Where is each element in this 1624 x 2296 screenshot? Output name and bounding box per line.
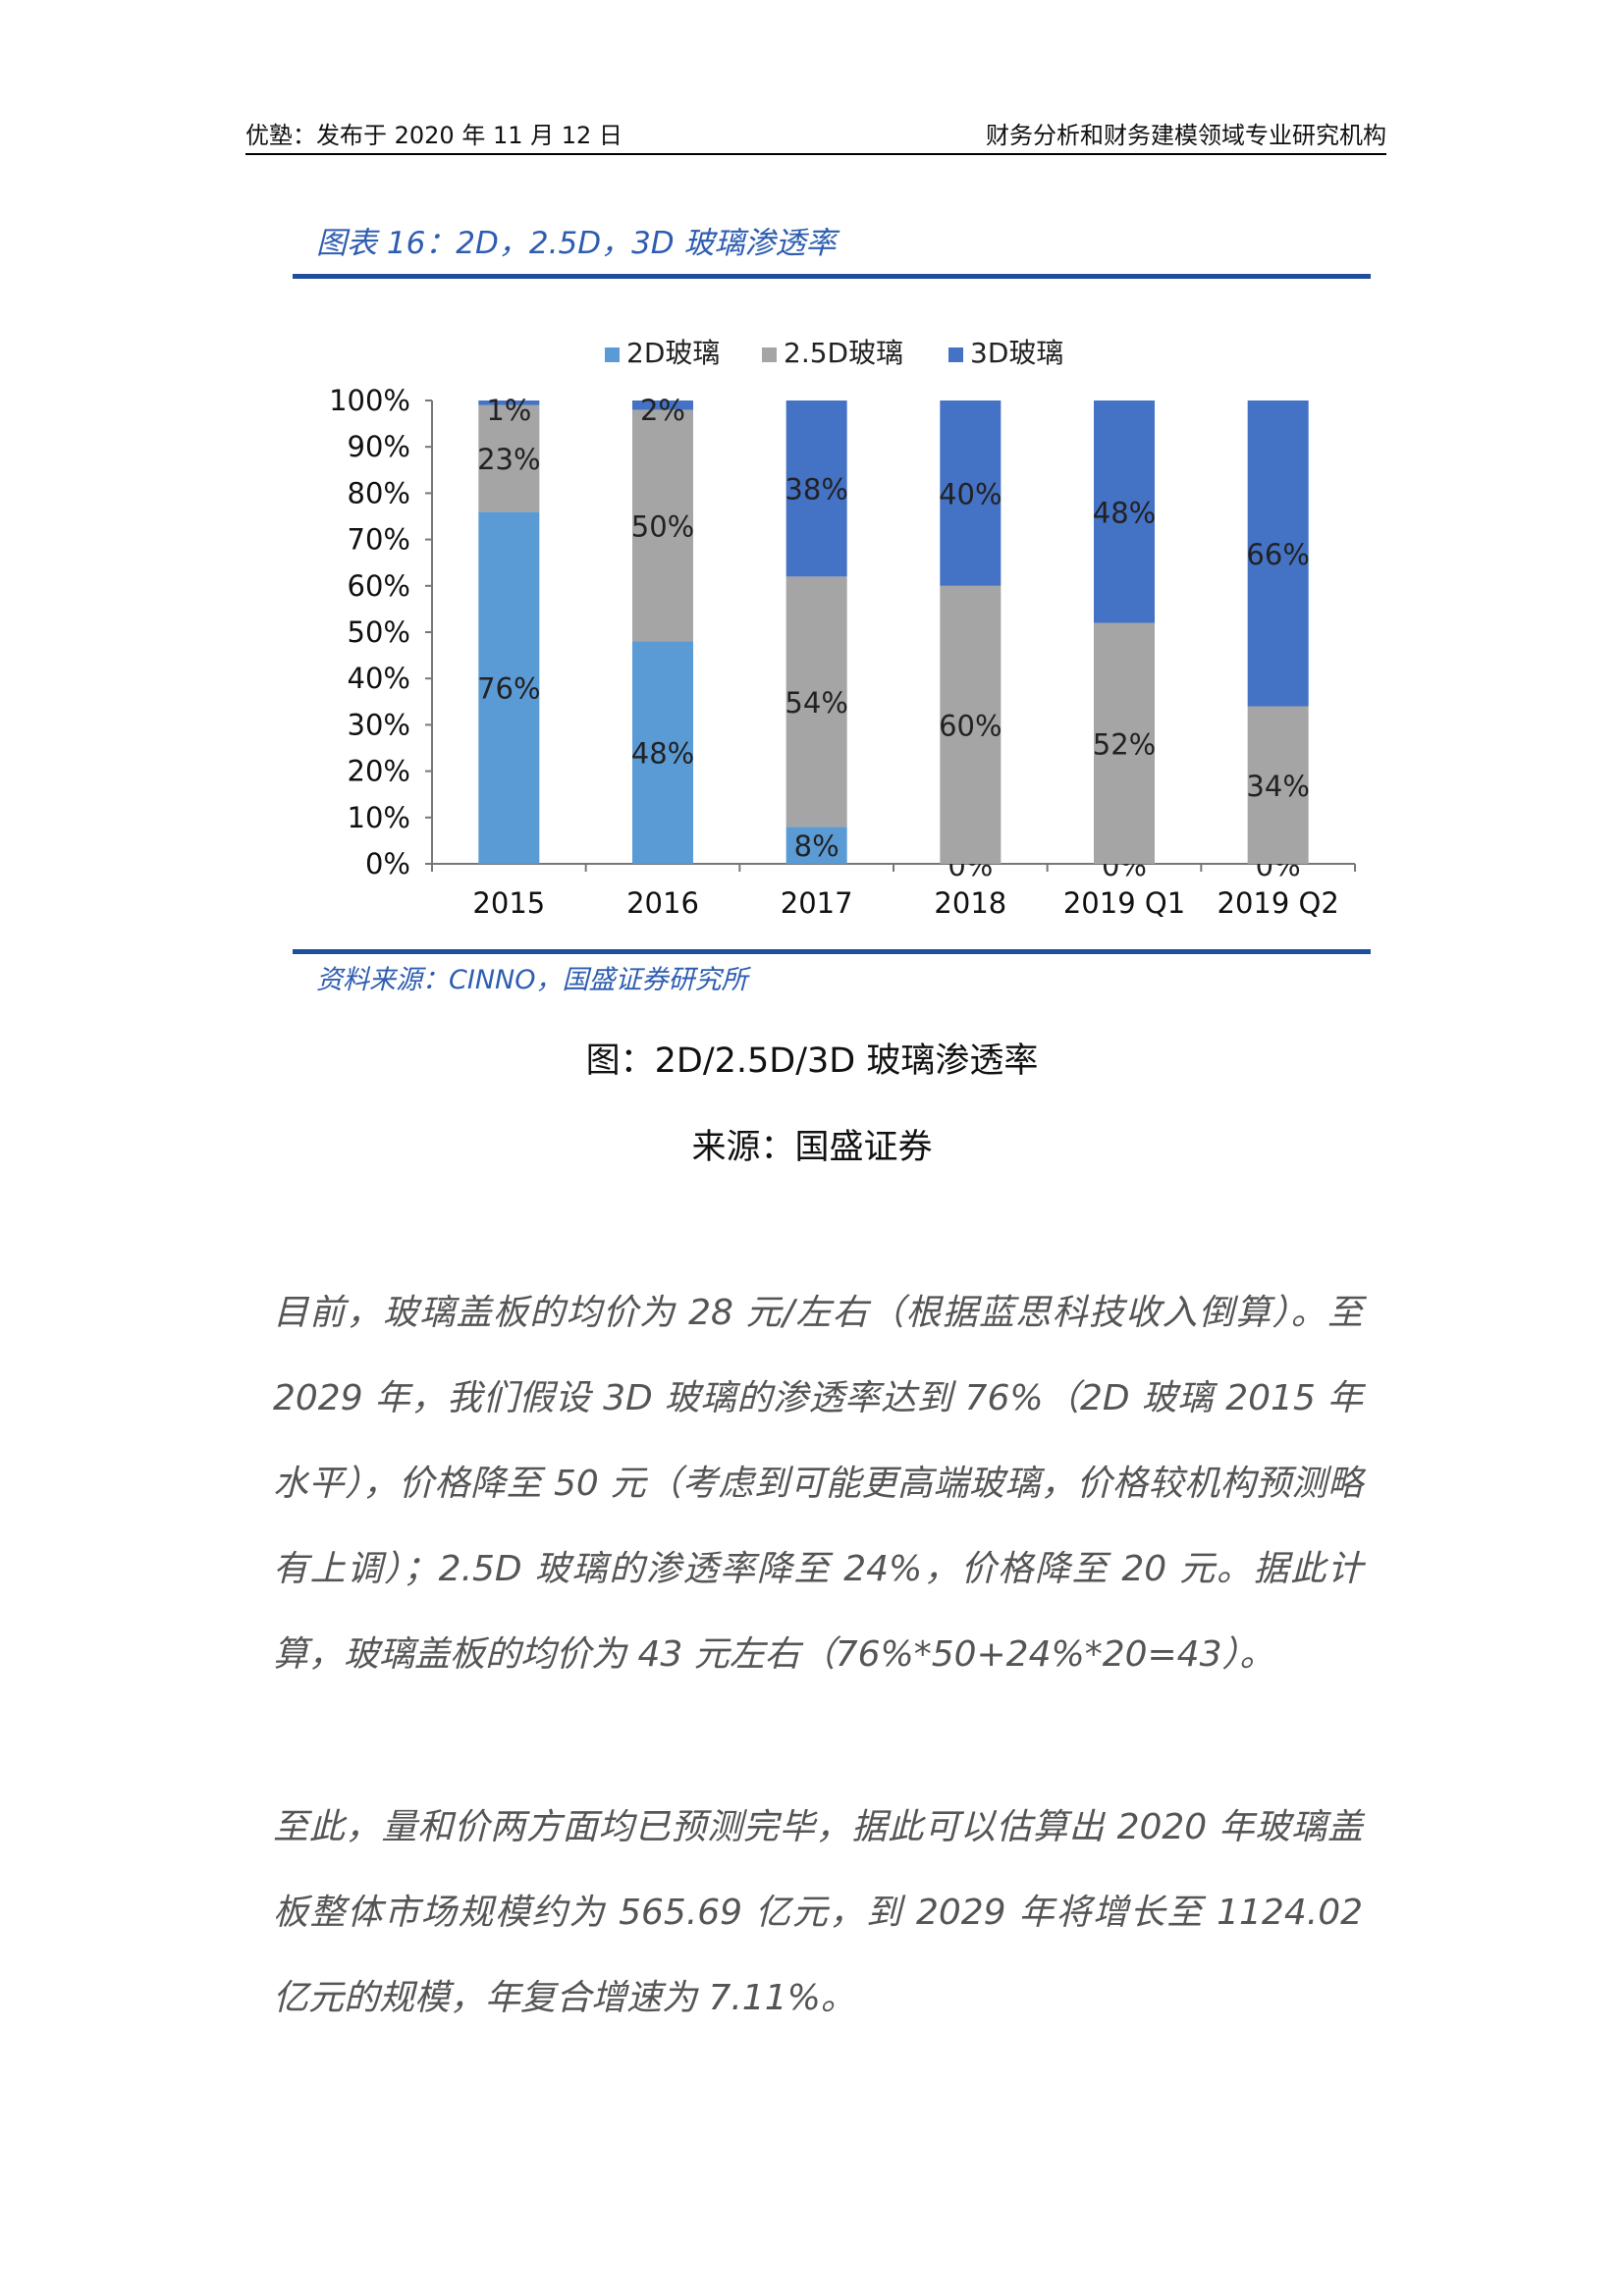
stacked-bar-chart: 2D玻璃 2.5D玻璃 3D玻璃 0% 10% 20% 30% 40% 50% 60% 70% 80%… xyxy=(329,337,1356,920)
x-tick-label: 2016 xyxy=(626,886,699,920)
y-tick-label: 50% xyxy=(348,615,410,649)
bar-segment xyxy=(1247,400,1309,707)
data-label: 50% xyxy=(631,509,694,543)
x-tick-label: 2019 Q2 xyxy=(1218,886,1339,920)
header-org-tagline: 财务分析和财务建模领域专业研究机构 xyxy=(986,122,1386,149)
bar-segment xyxy=(632,409,693,642)
data-label: 38% xyxy=(785,473,847,507)
bar-segment xyxy=(785,576,847,828)
figure-source: 资料来源：CINNO，国盛证券研究所 xyxy=(316,965,748,995)
bar-segment xyxy=(940,400,1001,586)
bar-segment xyxy=(632,400,693,410)
data-label: 52% xyxy=(1093,727,1156,761)
y-tick-label: 10% xyxy=(348,801,410,834)
bar-segment xyxy=(1094,400,1155,623)
bar-segment xyxy=(632,641,693,864)
x-tick-label: 2019 Q1 xyxy=(1063,886,1185,920)
data-label: 40% xyxy=(939,477,1001,510)
figure-top-rule xyxy=(293,274,1371,279)
y-tick-label: 80% xyxy=(348,476,410,509)
data-label: 60% xyxy=(939,709,1001,742)
bar-segment xyxy=(1094,622,1155,864)
bar-segment xyxy=(785,827,847,864)
paragraph-market-size: 至此，量和价两方面均已预测完毕，据此可以估算出 2020 年玻璃盖板整体市场规模… xyxy=(273,1807,1363,2018)
header-publish-date: 优塾：发布于 2020 年 11 月 12 日 xyxy=(245,122,623,149)
y-tick-label: 90% xyxy=(348,430,410,463)
legend-swatch xyxy=(762,347,777,362)
bar-segment xyxy=(478,511,540,864)
bar-segment xyxy=(478,400,540,405)
data-label: 23% xyxy=(477,443,540,476)
y-tick-label: 20% xyxy=(348,755,410,788)
data-label: 48% xyxy=(631,737,694,771)
header-rule xyxy=(245,153,1386,155)
figure-caption: 图：2D/2.5D/3D 玻璃渗透率 xyxy=(585,1041,1039,1081)
y-tick-label: 0% xyxy=(365,847,410,881)
legend-swatch xyxy=(948,347,963,362)
legend-label: 2.5D玻璃 xyxy=(784,337,903,369)
x-tick-label: 2018 xyxy=(934,886,1006,920)
y-tick-label: 30% xyxy=(348,708,410,741)
data-label: 66% xyxy=(1246,538,1309,571)
legend-swatch xyxy=(605,347,620,362)
x-tick-label: 2015 xyxy=(472,886,545,920)
bar-segment xyxy=(785,400,847,577)
bar-segment xyxy=(478,404,540,512)
y-tick-label: 40% xyxy=(348,662,410,695)
legend-label: 2D玻璃 xyxy=(626,337,720,369)
y-tick-label: 60% xyxy=(348,569,410,603)
data-label: 48% xyxy=(1093,496,1156,529)
figure-bottom-rule xyxy=(293,949,1371,954)
data-label: 54% xyxy=(785,686,847,720)
data-label: 1% xyxy=(486,394,531,427)
legend-label: 3D玻璃 xyxy=(970,337,1063,369)
y-tick-label: 70% xyxy=(348,523,410,557)
figure-title: 图表 16：2D，2.5D，3D 玻璃渗透率 xyxy=(316,226,837,261)
data-label: 76% xyxy=(477,672,540,706)
bar-segment xyxy=(940,585,1001,864)
bar-segment xyxy=(1247,706,1309,864)
y-tick-label: 100% xyxy=(329,384,410,417)
x-tick-label: 2017 xyxy=(781,886,853,920)
source-caption: 来源：国盛证券 xyxy=(691,1128,933,1167)
data-label: 2% xyxy=(640,394,685,427)
data-label: 8% xyxy=(794,829,839,863)
paragraph-price-assumption: 目前，玻璃盖板的均价为 28 元/左右（根据蓝思科技收入倒算）。至 2029 年… xyxy=(273,1293,1363,1675)
data-label: 34% xyxy=(1246,770,1309,803)
